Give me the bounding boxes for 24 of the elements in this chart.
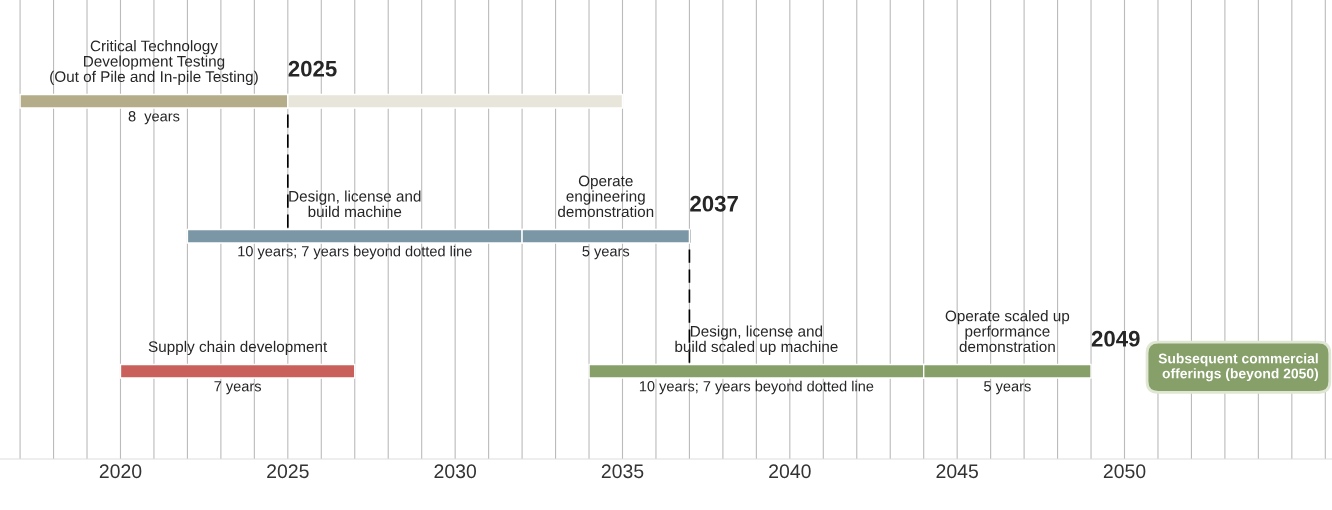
annotation: Supply chain development bbox=[148, 340, 328, 356]
annotation: Operate engineering demonstration bbox=[558, 175, 654, 218]
data-label: 5 years bbox=[984, 381, 1031, 395]
annotation: 2049 bbox=[1091, 330, 1140, 347]
annotation: Subsequent commercial offerings (beyond 2050) bbox=[1158, 353, 1318, 382]
annotation: Design, license and build machine bbox=[289, 190, 421, 218]
x-tick-label: 2030 bbox=[434, 464, 477, 479]
annotation: Design, license and build scaled up machine bbox=[675, 325, 838, 356]
annotation: Operate scaled up performance demonstration bbox=[945, 310, 1070, 353]
data-label: 5 years bbox=[582, 246, 630, 260]
x-tick-label: 2050 bbox=[1103, 464, 1146, 479]
bar bbox=[119, 363, 356, 379]
x-tick-label: 2045 bbox=[936, 464, 978, 479]
data-label: 8 years bbox=[128, 111, 180, 125]
data-label: 10 years; 7 years beyond dotted line bbox=[238, 245, 472, 260]
ref-line-label: 2025 bbox=[288, 60, 337, 77]
data-label: 7 years bbox=[214, 381, 262, 395]
annotation: Critical Technology Development Testing (Out of Pile and In-pile Testing) bbox=[50, 40, 258, 86]
x-tick-label: 2025 bbox=[267, 464, 309, 479]
x-tick-label: 2040 bbox=[769, 464, 811, 479]
x-tick-label: 2035 bbox=[601, 464, 644, 479]
data-label: 10 years; 7 years beyond dotted line bbox=[639, 380, 874, 395]
x-tick-label: 2020 bbox=[99, 464, 142, 479]
ref-line-label: 2037 bbox=[690, 195, 738, 212]
